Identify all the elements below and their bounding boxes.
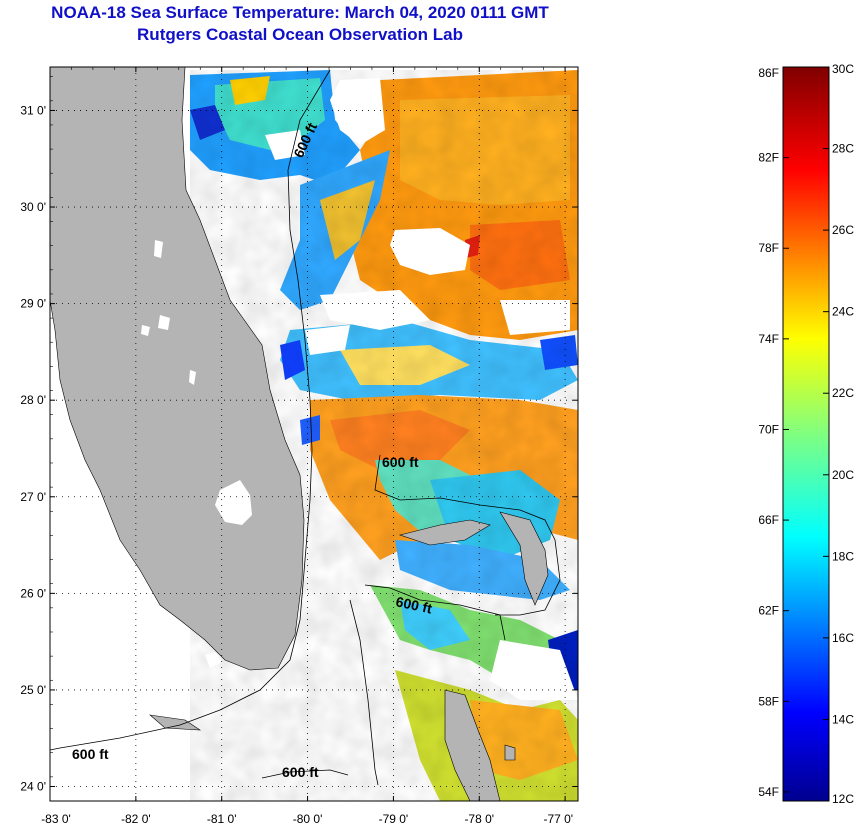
grand-bahama (398, 519, 491, 546)
colorbar-f-label: 70F (758, 422, 779, 436)
lat-tick-label: 31 0' (20, 103, 46, 117)
lon-tick-label: -82 0' (121, 812, 151, 826)
lon-tick-label: -77 0' (543, 812, 573, 826)
longitude-ticks: -83 0' -82 0' -81 0' -80 0' -79 0' -78 0' -77 … (41, 67, 573, 826)
colorbar-c-label: 16C (832, 631, 854, 645)
inland-lakes (141, 240, 252, 668)
andros-island (444, 689, 501, 801)
colorbar-f-label: 62F (758, 604, 779, 618)
great-abaco (499, 511, 549, 606)
colorbar (782, 66, 830, 802)
lon-tick-label: -78 0' (464, 812, 494, 826)
contour-label-southwest: 600 ft (72, 746, 109, 762)
colorbar-c-label: 22C (832, 386, 854, 400)
colorbar-c-label: 20C (832, 468, 854, 482)
graticule (50, 67, 578, 801)
colorbar-c-label: 12C (832, 792, 854, 806)
colorbar-f-label: 54F (758, 785, 779, 799)
colorbar-c-label: 26C (832, 223, 854, 237)
colorbar-f-label: 82F (758, 151, 779, 165)
cloud-mask (265, 78, 578, 700)
lat-tick-label: 25 0' (20, 683, 46, 697)
colorbar-f-label: 78F (758, 241, 779, 255)
colorbar-fahrenheit-scale: 86F 82F 78F 74F 70F 66F 62F 58F 54F (758, 66, 789, 799)
colorbar-c-label: 18C (832, 549, 854, 563)
colorbar-c-label: 30C (832, 62, 854, 76)
colorbar-c-label: 14C (832, 712, 854, 726)
lat-tick-label: 29 0' (20, 297, 46, 311)
lake-okeechobee (215, 480, 252, 525)
map-frame (49, 66, 579, 802)
lon-tick-label: -79 0' (379, 812, 409, 826)
lon-tick-label: -83 0' (41, 812, 71, 826)
lon-tick-label: -80 0' (293, 812, 323, 826)
contour-label-east: 600 ft (394, 593, 433, 616)
colorbar-f-label: 74F (758, 332, 779, 346)
lat-tick-label: 27 0' (20, 490, 46, 504)
lat-tick-label: 28 0' (20, 393, 46, 407)
colorbar-c-label: 24C (832, 305, 854, 319)
map-title: NOAA-18 Sea Surface Temperature: March 0… (51, 3, 549, 22)
berry-islands (504, 744, 516, 761)
contour-label-south: 600 ft (282, 764, 319, 780)
lat-tick-label: 30 0' (20, 200, 46, 214)
lon-tick-label: -81 0' (207, 812, 237, 826)
map-subtitle: Rutgers Coastal Ocean Observation Lab (137, 25, 463, 44)
lat-tick-label: 24 0' (20, 780, 46, 794)
colorbar-f-label: 58F (758, 694, 779, 708)
contour-label-bahama-bank: 600 ft (382, 454, 419, 470)
colorbar-f-label: 86F (758, 66, 779, 80)
colorbar-celsius-scale: 30C 28C 26C 24C 22C 20C 18C 16C 14C 12C (823, 62, 854, 806)
cuba-tip (149, 714, 202, 731)
lat-tick-label: 26 0' (20, 586, 46, 600)
colorbar-c-label: 28C (832, 142, 854, 156)
colorbar-f-label: 66F (758, 513, 779, 527)
latitude-ticks: 31 0' 30 0' 29 0' 28 0' 27 0' 26 0' 25 0' 24 0' (20, 76, 578, 802)
